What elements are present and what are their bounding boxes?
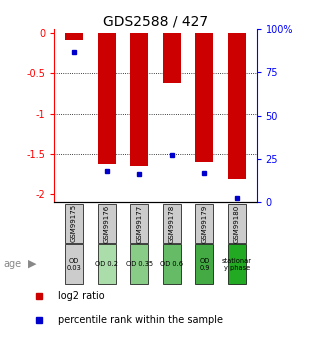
Text: ▶: ▶ [28,259,36,269]
Text: GSM99177: GSM99177 [136,204,142,243]
Title: GDS2588 / 427: GDS2588 / 427 [103,14,208,28]
Bar [163,204,181,243]
Text: GSM99176: GSM99176 [104,204,109,243]
Bar [228,244,246,284]
Bar [228,33,246,179]
Bar [98,244,116,284]
Text: OD 0.2: OD 0.2 [95,261,118,267]
Text: log2 ratio: log2 ratio [58,292,105,302]
Bar [195,204,213,243]
Bar [65,244,83,284]
Bar [130,33,148,166]
Text: OD 0.35: OD 0.35 [126,261,153,267]
Text: OD
0.9: OD 0.9 [199,258,210,270]
Bar [195,244,213,284]
Text: age: age [3,259,21,269]
Bar [98,33,116,164]
Text: GSM99178: GSM99178 [169,204,175,243]
Bar [65,204,83,243]
Text: GSM99180: GSM99180 [234,204,240,243]
Bar [65,33,83,40]
Bar [130,244,148,284]
Bar [228,204,246,243]
Text: percentile rank within the sample: percentile rank within the sample [58,315,224,325]
Bar [195,33,213,162]
Text: GSM99175: GSM99175 [71,204,77,243]
Bar [98,204,116,243]
Text: GSM99179: GSM99179 [202,204,207,243]
Text: OD 0.6: OD 0.6 [160,261,183,267]
Bar [130,204,148,243]
Text: OD
0.03: OD 0.03 [67,258,81,270]
Bar [163,244,181,284]
Bar [163,33,181,83]
Text: stationar
y phase: stationar y phase [222,258,252,270]
